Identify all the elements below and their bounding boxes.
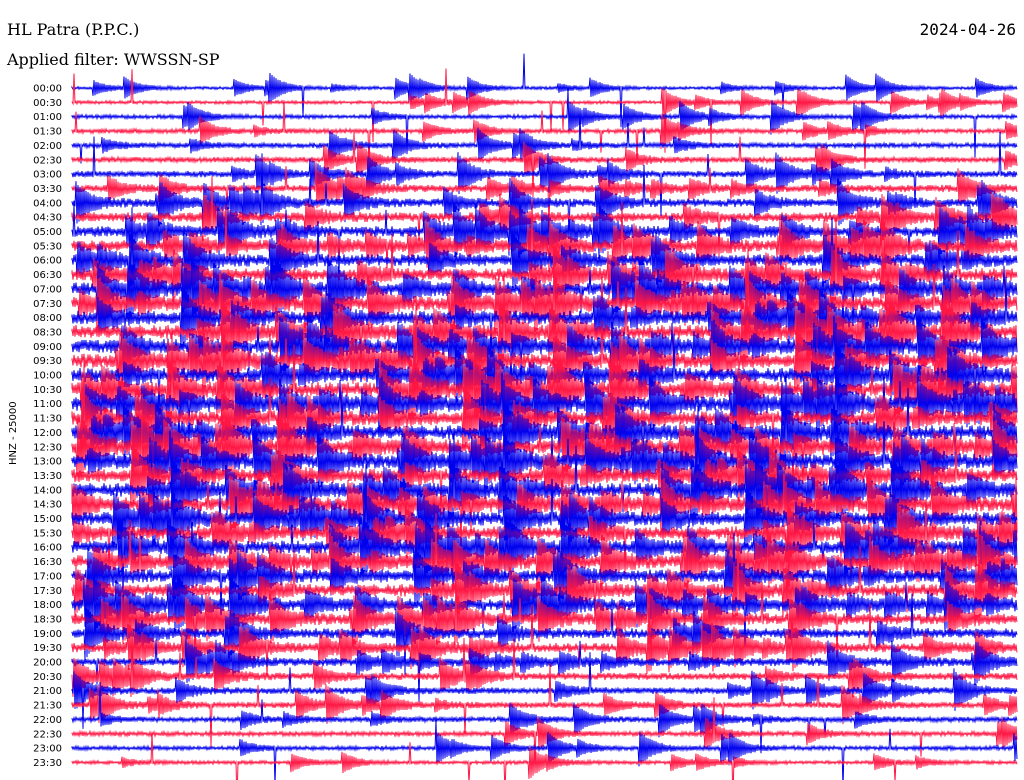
trace-line [71,153,1018,240]
row-time-label: 04:30 [33,213,62,224]
row-time-label: 09:30 [33,356,62,367]
row-time-label: 09:00 [33,342,62,353]
row-time-label: 18:30 [33,614,62,625]
row-time-label: 02:30 [33,155,62,166]
row-time-label: 02:00 [33,141,62,152]
trace-line [71,463,1018,553]
trace-line [71,53,1018,128]
date-label: 2024-04-26 [919,20,1016,39]
trace-line [71,566,1018,671]
row-time-label: 01:30 [33,127,62,138]
row-time-label: 17:00 [33,571,62,582]
trace-line [71,88,1018,158]
row-time-label: 12:30 [33,442,62,453]
row-time-label: 14:30 [33,500,62,511]
trace-line [71,333,1018,415]
trace-line [71,697,1018,761]
filter-label: Applied filter: WWSSN-SP [7,50,220,69]
row-time-label: 10:00 [33,371,62,382]
trace-line [71,652,1018,729]
row-time-label: 00:30 [33,98,62,109]
row-time-label: 14:00 [33,485,62,496]
row-time-label: 04:00 [33,198,62,209]
trace-line [71,131,1018,216]
trace-line [71,272,1018,367]
trace-line [71,628,1018,698]
row-time-label: 22:30 [33,729,62,740]
trace-line [71,573,1018,646]
row-time-label: 11:00 [33,399,62,410]
trace-line [71,362,1018,459]
trace-line [71,68,1018,153]
row-time-label: 15:00 [33,514,62,525]
trace-line [71,593,1018,675]
row-time-label: 08:30 [33,327,62,338]
trace-line [71,411,1018,490]
row-time-label: 18:00 [33,600,62,611]
row-time-label: 11:30 [33,414,62,425]
row-time-label: 07:00 [33,284,62,295]
trace-line [71,329,1018,424]
trace-line [71,499,1018,574]
row-time-label: 20:30 [33,672,62,683]
row-time-label: 12:00 [33,428,62,439]
row-time-label: 10:30 [33,385,62,396]
trace-line [71,111,1018,164]
trace-line [71,207,1018,292]
row-time-label: 19:00 [33,629,62,640]
row-time-label: 15:30 [33,528,62,539]
trace-line [71,473,1018,554]
y-axis-label: HNZ - 25000 [8,401,19,465]
row-time-label: 13:00 [33,457,62,468]
trace-line [71,132,1018,198]
trace-line [71,217,1018,308]
row-time-label: 23:00 [33,744,62,755]
trace-line [71,100,1018,173]
trace-line [71,514,1018,606]
trace-line [71,304,1018,396]
trace-line [71,256,1018,331]
trace-line [71,681,1018,754]
row-time-label: 21:00 [33,686,62,697]
row-time-label: 13:30 [33,471,62,482]
trace-line [71,719,1018,780]
row-time-label: 06:00 [33,256,62,267]
y-axis-text: HNZ - 25000 [8,401,19,465]
row-time-label: 19:30 [33,643,62,654]
row-time-label: 01:00 [33,112,62,123]
row-time-label: 00:00 [33,84,62,95]
trace-line [71,198,1018,299]
row-time-label: 06:30 [33,270,62,281]
station-title: HL Patra (P.P.C.) [7,20,140,39]
trace-line [71,603,1018,679]
row-time-label: 23:30 [33,758,62,769]
row-time-label: 20:00 [33,658,62,669]
row-time-label: 03:30 [33,184,62,195]
row-time-label: 05:00 [33,227,62,238]
trace-line [71,663,1018,747]
row-time-label: 16:00 [33,543,62,554]
row-time-label: 07:30 [33,299,62,310]
row-time-label: 08:00 [33,313,62,324]
trace-line [71,731,1018,780]
trace-line [71,430,1018,524]
row-time-label: 21:30 [33,701,62,712]
trace-line [71,635,1018,702]
row-time-label: 03:00 [33,170,62,181]
trace-line [71,247,1018,353]
row-time-label: 17:30 [33,586,62,597]
trace-line [71,162,1018,228]
row-time-label: 22:00 [33,715,62,726]
row-time-label: 05:30 [33,241,62,252]
row-time-label: 16:30 [33,557,62,568]
